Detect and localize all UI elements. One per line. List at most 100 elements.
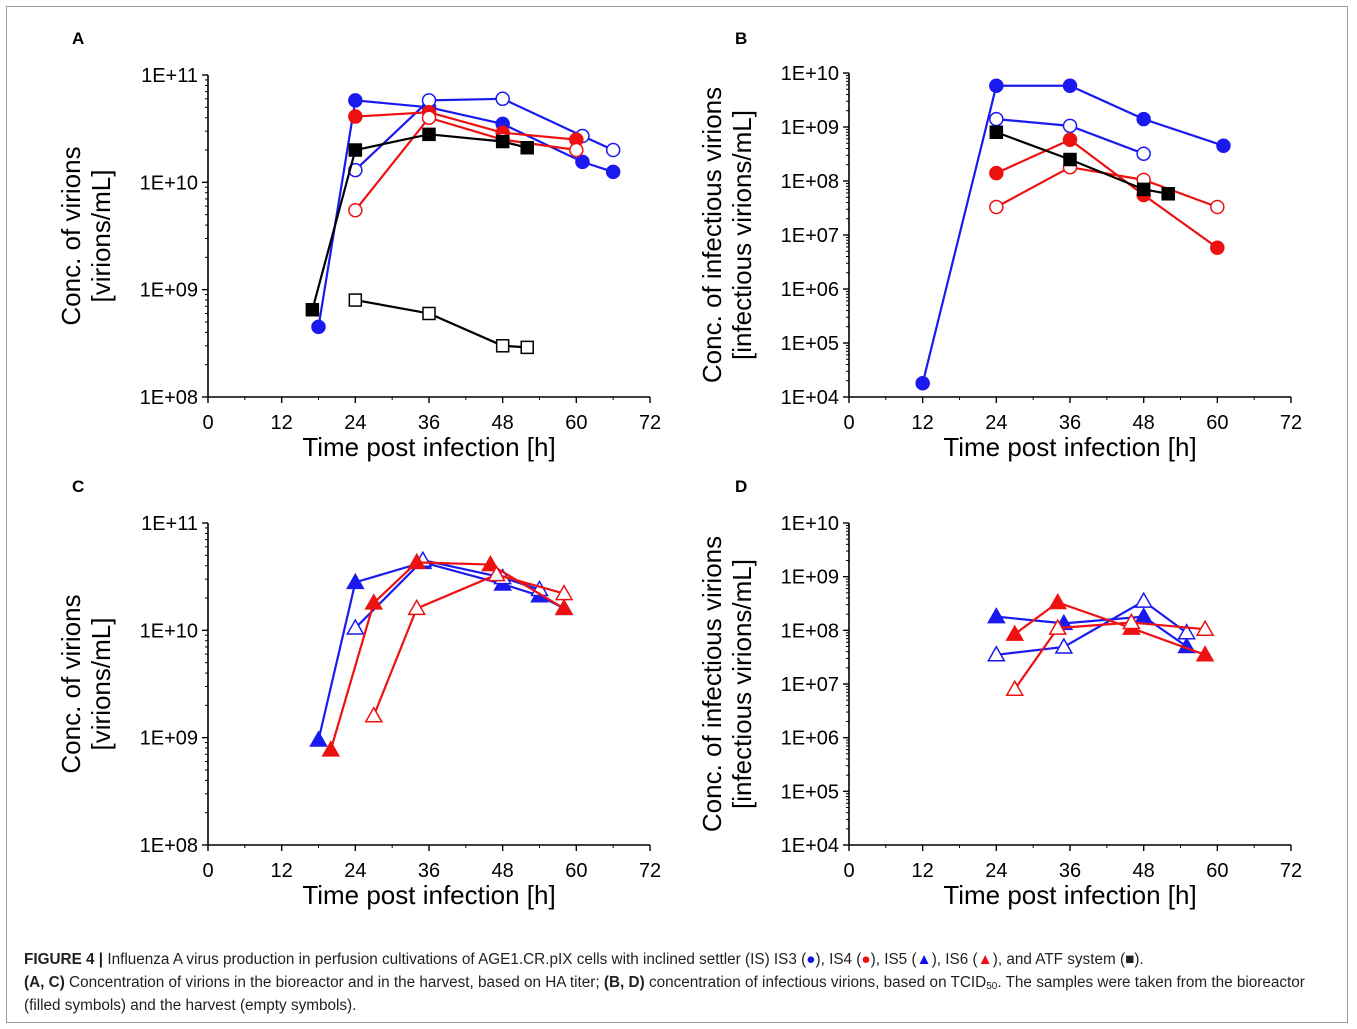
- data-point: [421, 93, 437, 108]
- x-tick-label: 36: [1059, 412, 1081, 434]
- series-line: [355, 111, 577, 141]
- y-axis-title-line1: Conc. of virions: [56, 146, 86, 325]
- data-point: [481, 555, 500, 572]
- x-tick-label: 36: [418, 860, 440, 882]
- y-tick-label: 1E+10: [140, 620, 198, 642]
- series-blue-triangle-filled: [309, 552, 574, 747]
- x-tick-label: 48: [1133, 860, 1155, 882]
- data-point: [1048, 592, 1068, 610]
- series-blue-circle-filled: [915, 78, 1231, 391]
- x-tick-label: 48: [492, 412, 514, 434]
- x-tick-label: 12: [912, 860, 934, 882]
- data-point: [554, 584, 574, 601]
- x-tick-label: 72: [1280, 412, 1302, 434]
- data-point: [1210, 240, 1225, 256]
- data-point: [1005, 679, 1025, 696]
- y-tick-label: 1E+09: [781, 117, 839, 139]
- panel-c: C 0 12 24 36 48 60 72 1E+08 1E+09 1E+10 1E+11 Time p…: [56, 477, 661, 910]
- series-black-square-open: [348, 293, 534, 355]
- y-tick-label: 1E+09: [140, 728, 198, 750]
- data-point: [987, 645, 1006, 662]
- data-point: [1136, 146, 1151, 161]
- data-point: [495, 134, 510, 149]
- x-tick-label: 12: [912, 412, 934, 434]
- y-tick-label: 1E+08: [140, 835, 198, 857]
- series-line: [372, 573, 565, 717]
- data-point: [989, 199, 1004, 215]
- y-tick-label: 1E+08: [140, 387, 198, 409]
- series-blue-triangle-filled: [987, 607, 1196, 654]
- data-point: [1048, 618, 1068, 635]
- data-point: [520, 340, 534, 355]
- data-point: [321, 740, 341, 757]
- x-axis-title: Time post infection [h]: [943, 432, 1196, 462]
- series-red-circle-open: [348, 110, 584, 218]
- y-tick-label: 1E+09: [140, 280, 198, 302]
- series-blue-circle-filled: [311, 93, 621, 335]
- data-point: [346, 572, 365, 590]
- y-tick-label: 1E+10: [781, 513, 839, 535]
- series-line: [1013, 621, 1206, 690]
- is5-symbol: ▲: [916, 951, 932, 968]
- data-point: [422, 306, 436, 321]
- data-point: [487, 565, 506, 582]
- data-point: [1063, 152, 1077, 167]
- x-tick-label: 0: [202, 412, 213, 434]
- panel-d: D 0 12 24 36 48 60 72 1E+04 1E+05 1E+06 1E+07 1E+08 1…: [697, 477, 1302, 910]
- figure-frame: [6, 6, 1348, 1023]
- data-point: [1216, 138, 1231, 153]
- series-red-circle-filled: [989, 132, 1225, 256]
- series-line: [995, 131, 1169, 195]
- y-axis-title-line2: [virions/mL]: [86, 170, 116, 303]
- y-tick-label: 1E+11: [141, 65, 198, 87]
- y-tick-label: 1E+05: [781, 333, 839, 355]
- data-point: [348, 109, 363, 124]
- x-tick-label: 72: [639, 860, 661, 882]
- caption-bd-label: (B, D): [603, 974, 645, 991]
- series-red-triangle-filled: [1005, 592, 1215, 662]
- series-line: [996, 615, 1188, 648]
- x-tick-label: 60: [565, 412, 587, 434]
- data-point: [1062, 118, 1078, 134]
- y-tick-label: 1E+06: [781, 728, 839, 750]
- caption-end-text: . The samples were taken from the biorea…: [24, 974, 1305, 1014]
- data-point: [348, 202, 363, 218]
- x-tick-label: 60: [565, 860, 587, 882]
- x-tick-label: 12: [271, 412, 293, 434]
- y-tick-label: 1E+10: [781, 63, 839, 85]
- is3-symbol: ●: [806, 951, 816, 968]
- series-line: [1014, 601, 1206, 656]
- data-point: [1195, 619, 1215, 636]
- series-red-circle-filled: [348, 104, 584, 147]
- data-point: [520, 140, 534, 155]
- data-point: [1122, 612, 1141, 630]
- data-point: [1134, 607, 1153, 624]
- data-point: [348, 93, 363, 108]
- is4-symbol: ●: [861, 951, 871, 968]
- x-axis-title: Time post infection [h]: [943, 880, 1196, 910]
- data-point: [1005, 624, 1025, 641]
- y-tick-label: 1E+06: [781, 279, 839, 301]
- data-point: [348, 143, 363, 157]
- series-line: [995, 138, 1218, 249]
- series-blue-circle-open: [989, 111, 1151, 161]
- x-tick-label: 48: [1133, 412, 1155, 434]
- is6-symbol: ▲: [977, 951, 993, 968]
- data-point: [422, 127, 436, 142]
- data-point: [915, 375, 930, 391]
- x-tick-label: 12: [271, 860, 293, 882]
- y-axis-title-line2: [infectious virions/mL]: [727, 559, 757, 809]
- y-axis-title-line2: [infectious virions/mL]: [727, 110, 757, 360]
- series-red-triangle-open: [1005, 612, 1215, 696]
- y-tick-label: 1E+07: [781, 674, 839, 696]
- data-point: [1210, 199, 1225, 215]
- x-tick-label: 72: [639, 412, 661, 434]
- data-point: [575, 154, 590, 170]
- caption-ac-label: (A, C): [24, 974, 65, 991]
- data-point: [407, 552, 427, 570]
- x-tick-label: 36: [1059, 860, 1081, 882]
- data-point: [364, 593, 384, 610]
- series-line: [317, 99, 614, 328]
- x-tick-label: 0: [202, 860, 213, 882]
- data-point: [1161, 187, 1175, 201]
